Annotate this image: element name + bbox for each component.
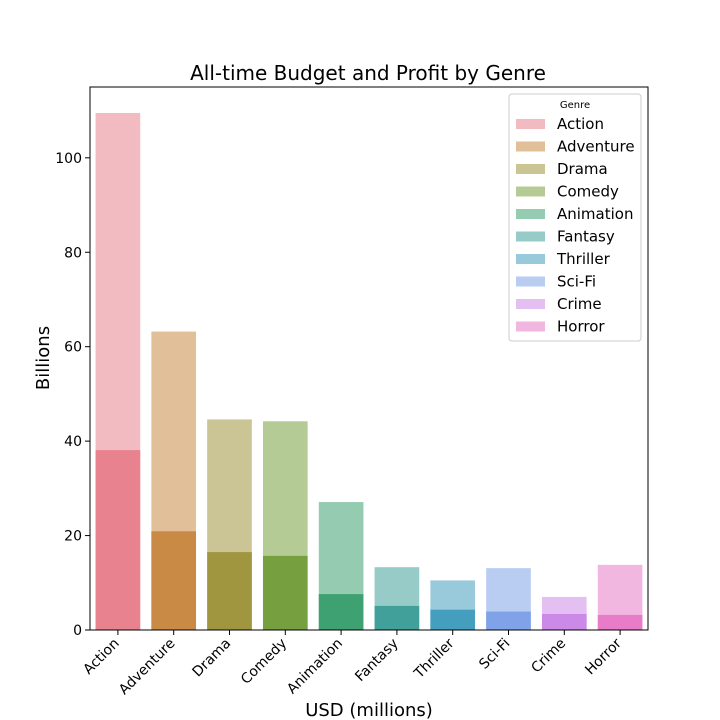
legend: Genre Action Adventure Drama Comedy Animatio… — [508, 93, 642, 342]
y-tick-label: 20 — [64, 529, 82, 545]
bar-overlay-adventure — [151, 531, 197, 630]
legend-swatch — [516, 186, 545, 197]
y-tick-label: 40 — [64, 434, 82, 450]
legend-swatch — [516, 141, 545, 152]
bar-overlay-sci-fi — [486, 611, 531, 630]
y-tick-label: 80 — [64, 245, 82, 261]
legend-label: Adventure — [557, 138, 635, 156]
legend-swatch — [516, 321, 545, 332]
legend-swatch — [516, 254, 545, 264]
x-tick-label: Comedy — [238, 636, 290, 688]
y-axis-title: Billions — [33, 326, 54, 390]
y-tick-label: 60 — [64, 340, 82, 356]
plot-frame — [89, 86, 649, 631]
x-tick-label: Crime — [528, 636, 569, 677]
x-tick-label: Horror — [582, 635, 625, 678]
overlay-bars — [95, 450, 643, 630]
legend-swatch — [516, 299, 545, 309]
legend-swatch — [516, 119, 545, 129]
bar-overlay-animation — [318, 594, 364, 630]
y-tick-label: 0 — [73, 623, 82, 639]
legend-items: Action Adventure Drama Comedy Animation Fanta… — [516, 115, 635, 336]
x-tick-label: Sci-Fi — [476, 636, 513, 673]
legend-label: Drama — [557, 160, 608, 178]
x-tick-label: Adventure — [116, 636, 179, 699]
x-tick-label: Fantasy — [352, 636, 401, 685]
legend-swatch — [516, 231, 545, 242]
chart-title: All-time Budget and Profit by Genre — [190, 61, 546, 85]
x-axis-title: USD (millions) — [305, 700, 433, 720]
legend-swatch — [516, 276, 545, 287]
legend-swatch — [516, 164, 545, 174]
y-tick-label: 100 — [55, 151, 82, 167]
y-axis: 0 20 40 60 80 100 — [55, 151, 90, 639]
bar-overlay-drama — [207, 552, 252, 630]
x-tick-label: Drama — [190, 636, 235, 681]
legend-label: Sci-Fi — [557, 273, 596, 291]
legend-title: Genre — [560, 100, 590, 111]
legend-label: Thriller — [556, 250, 611, 268]
legend-label: Animation — [557, 205, 633, 223]
bar-overlay-horror — [597, 614, 643, 630]
x-tick-label: Animation — [284, 636, 346, 698]
x-tick-label: Thriller — [411, 635, 458, 682]
bar-overlay-fantasy — [374, 605, 420, 630]
legend-swatch — [516, 209, 545, 219]
legend-label: Comedy — [557, 183, 619, 201]
legend-label: Fantasy — [557, 228, 615, 246]
legend-label: Crime — [557, 295, 602, 313]
bar-overlay-crime — [541, 613, 587, 630]
x-tick-label: Action — [80, 636, 122, 678]
bar-overlay-thriller — [430, 609, 476, 630]
bar-overlay-action — [95, 450, 141, 630]
legend-label: Action — [557, 115, 604, 133]
bar-overlay-comedy — [262, 555, 308, 630]
legend-label: Horror — [557, 318, 605, 336]
